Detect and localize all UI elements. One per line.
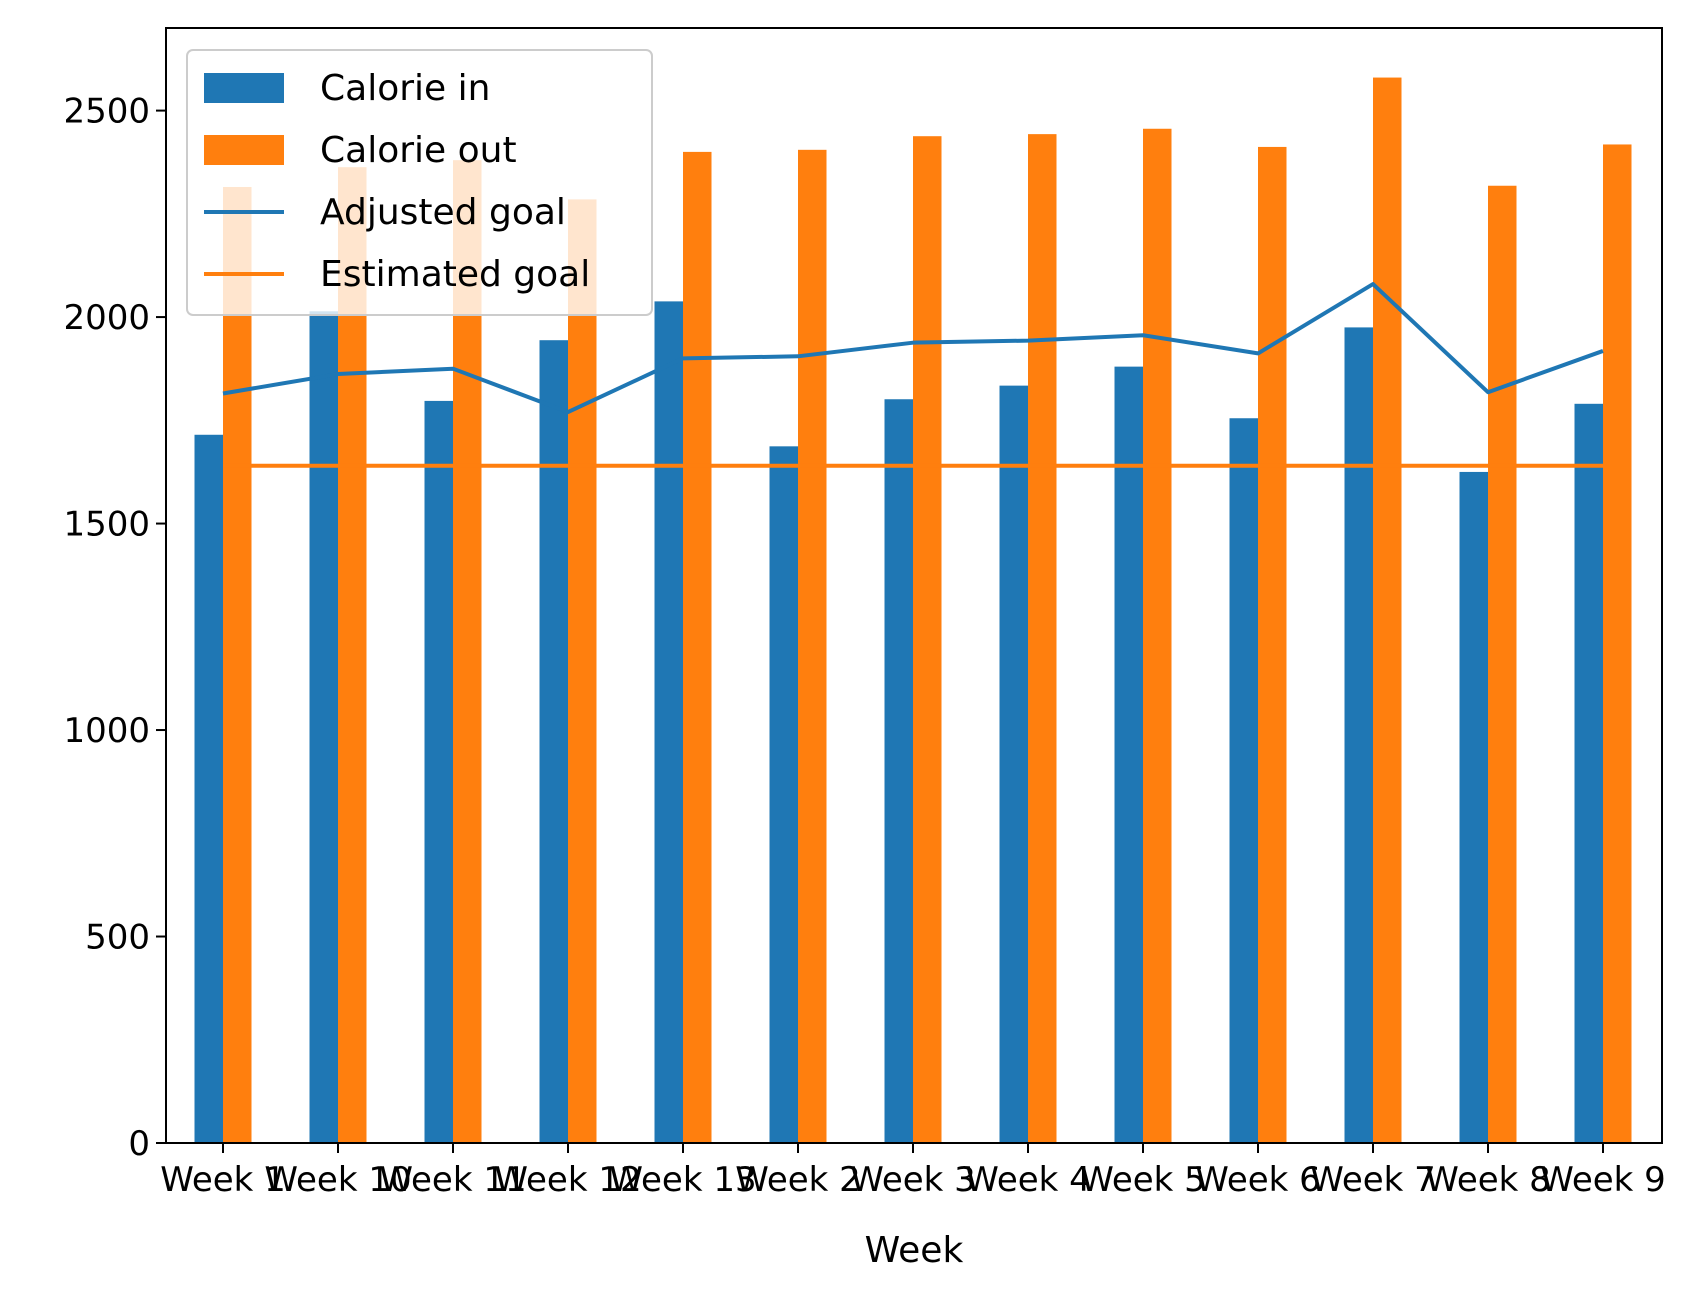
calorie-in-bar <box>1114 366 1143 1143</box>
calorie-in-bar <box>884 399 913 1143</box>
x-tick-label: Week 3 <box>850 1160 976 1200</box>
calorie-out-bar <box>1488 185 1517 1143</box>
x-tick-label: Week 1 <box>160 1160 286 1200</box>
lines-layer <box>222 282 1604 468</box>
bars-layer <box>194 77 1632 1144</box>
calorie-in-bar <box>309 311 338 1143</box>
calorie-out-bar <box>1373 77 1402 1143</box>
x-tick-label: Week 2 <box>735 1160 861 1200</box>
x-tick-label: Week 11 <box>379 1160 526 1200</box>
y-tick-label: 0 <box>128 1124 150 1164</box>
calorie-in-bar <box>194 434 223 1143</box>
calorie-out-bar <box>568 199 597 1143</box>
y-tick-label: 2500 <box>63 92 150 132</box>
x-tick-label: Week 10 <box>264 1160 411 1200</box>
calorie-out-bar <box>453 160 482 1143</box>
calorie-in-bar <box>1574 403 1603 1143</box>
calorie-out-bar <box>1603 144 1632 1143</box>
calorie-out-bar <box>1028 134 1057 1143</box>
calorie-out-bar <box>338 167 367 1144</box>
calorie-out-bar <box>798 149 827 1143</box>
calorie-out-bar <box>913 136 942 1143</box>
legend-box <box>186 49 653 316</box>
legend: Calorie in Calorie out Adjusted goal Estima… <box>186 49 653 316</box>
legend-label: Calorie in <box>320 68 490 109</box>
y-tick-label: 1500 <box>63 505 150 545</box>
x-tick-label: Week 6 <box>1195 1160 1321 1200</box>
calorie-out-bar <box>1143 128 1172 1143</box>
y-tick-label: 1000 <box>63 711 150 751</box>
x-tick-label: Week 9 <box>1540 1160 1666 1200</box>
calorie-out-bar <box>1258 146 1287 1143</box>
legend-label: Estimated goal <box>320 254 590 295</box>
y-tick-label: 2000 <box>63 298 150 338</box>
calorie-in-bar <box>424 400 453 1143</box>
calorie-in-bar <box>1229 418 1258 1143</box>
legend-swatch <box>204 135 284 165</box>
x-tick-label: Week 7 <box>1310 1160 1436 1200</box>
x-tick-label: Week 4 <box>965 1160 1091 1200</box>
calorie-out-bar <box>223 186 252 1144</box>
y-tick-label: 500 <box>85 918 150 958</box>
x-tick-label: Week 5 <box>1080 1160 1206 1200</box>
calorie-out-bar <box>683 151 712 1143</box>
calorie-in-bar <box>1344 327 1373 1143</box>
calorie-in-bar <box>999 385 1028 1143</box>
legend-label: Adjusted goal <box>320 192 566 233</box>
calorie-in-bar <box>539 340 568 1143</box>
calorie-in-bar <box>769 446 798 1144</box>
x-axis-label: Week <box>865 1230 964 1271</box>
legend-label: Calorie out <box>320 130 517 171</box>
x-tick-label: Week 13 <box>609 1160 756 1200</box>
calorie-in-bar <box>1459 471 1488 1143</box>
calorie-in-bar <box>654 301 683 1143</box>
x-tick-label: Week 12 <box>494 1160 641 1200</box>
legend-swatch <box>204 73 284 103</box>
x-tick-label: Week 8 <box>1425 1160 1551 1200</box>
adjusted-goal-line <box>222 282 1604 415</box>
